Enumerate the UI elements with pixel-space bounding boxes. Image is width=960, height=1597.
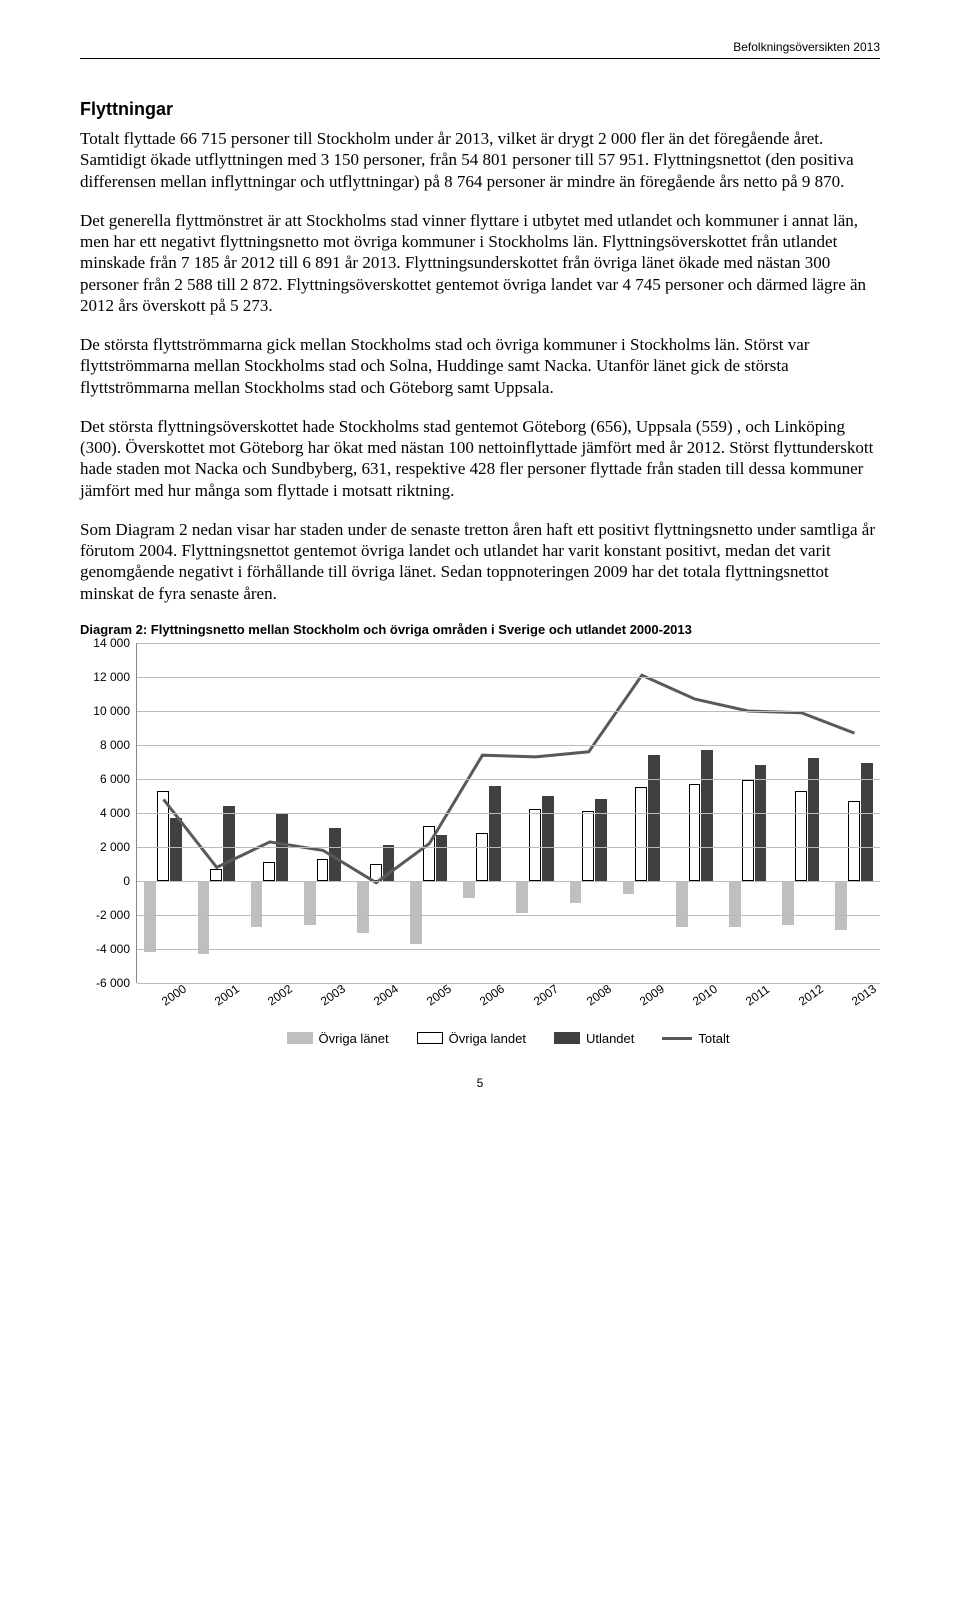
gridline: [137, 881, 880, 882]
x-label: 2000: [159, 981, 189, 1008]
y-axis: 14 00012 00010 0008 0006 0004 0002 0000-…: [80, 643, 136, 983]
paragraph-1: Totalt flyttade 66 715 personer till Sto…: [80, 128, 880, 192]
legend-label: Övriga länet: [319, 1031, 389, 1046]
paragraph-4: Det största flyttningsöverskottet hade S…: [80, 416, 880, 501]
x-label: 2008: [584, 981, 614, 1008]
gridline: [137, 745, 880, 746]
y-tick: 6 000: [100, 772, 130, 786]
x-label: 2002: [265, 981, 295, 1008]
page-number: 5: [80, 1076, 880, 1090]
section-title: Flyttningar: [80, 99, 880, 120]
legend-label: Totalt: [698, 1031, 729, 1046]
paragraph-2: Det generella flyttmönstret är att Stock…: [80, 210, 880, 316]
legend-utlandet: Utlandet: [554, 1031, 634, 1046]
y-tick: 12 000: [93, 670, 130, 684]
y-tick: 8 000: [100, 738, 130, 752]
x-label: 2005: [424, 981, 454, 1008]
x-label: 2004: [371, 981, 401, 1008]
chart-title: Diagram 2: Flyttningsnetto mellan Stockh…: [80, 622, 880, 637]
x-axis: 2000 2001 2002 2003 2004 2005 2006 2007 2008 2009…: [136, 983, 880, 1023]
chart: 14 00012 00010 0008 0006 0004 0002 0000-…: [80, 643, 880, 1046]
swatch-ovriga-landet: [417, 1032, 443, 1044]
gridline: [137, 677, 880, 678]
y-tick: 0: [123, 874, 130, 888]
y-tick: -6 000: [96, 976, 130, 990]
gridline: [137, 711, 880, 712]
x-label: 2013: [849, 981, 879, 1008]
x-label: 2012: [796, 981, 826, 1008]
legend-ovriga-lanet: Övriga länet: [287, 1031, 389, 1046]
paragraph-5: Som Diagram 2 nedan visar har staden und…: [80, 519, 880, 604]
paragraph-3: De största flyttströmmarna gick mellan S…: [80, 334, 880, 398]
gridline: [137, 915, 880, 916]
gridline: [137, 847, 880, 848]
x-label: 2007: [531, 981, 561, 1008]
y-tick: -2 000: [96, 908, 130, 922]
y-tick: 10 000: [93, 704, 130, 718]
gridline: [137, 779, 880, 780]
swatch-totalt: [662, 1037, 692, 1040]
legend-label: Övriga landet: [449, 1031, 526, 1046]
y-tick: 4 000: [100, 806, 130, 820]
gridline: [137, 813, 880, 814]
plot-area: [136, 643, 880, 983]
swatch-utlandet: [554, 1032, 580, 1044]
x-label: 2011: [743, 982, 772, 1008]
gridline: [137, 643, 880, 644]
x-label: 2010: [690, 981, 720, 1008]
swatch-ovriga-lanet: [287, 1032, 313, 1044]
legend: Övriga länet Övriga landet Utlandet Tota…: [136, 1031, 880, 1046]
gridline: [137, 949, 880, 950]
legend-totalt: Totalt: [662, 1031, 729, 1046]
legend-label: Utlandet: [586, 1031, 634, 1046]
doc-header: Befolkningsöversikten 2013: [80, 40, 880, 59]
y-tick: 2 000: [100, 840, 130, 854]
y-tick: -4 000: [96, 942, 130, 956]
legend-ovriga-landet: Övriga landet: [417, 1031, 526, 1046]
y-tick: 14 000: [93, 636, 130, 650]
x-label: 2001: [212, 981, 242, 1008]
x-label: 2006: [477, 981, 507, 1008]
x-label: 2003: [318, 981, 348, 1008]
x-label: 2009: [637, 981, 667, 1008]
